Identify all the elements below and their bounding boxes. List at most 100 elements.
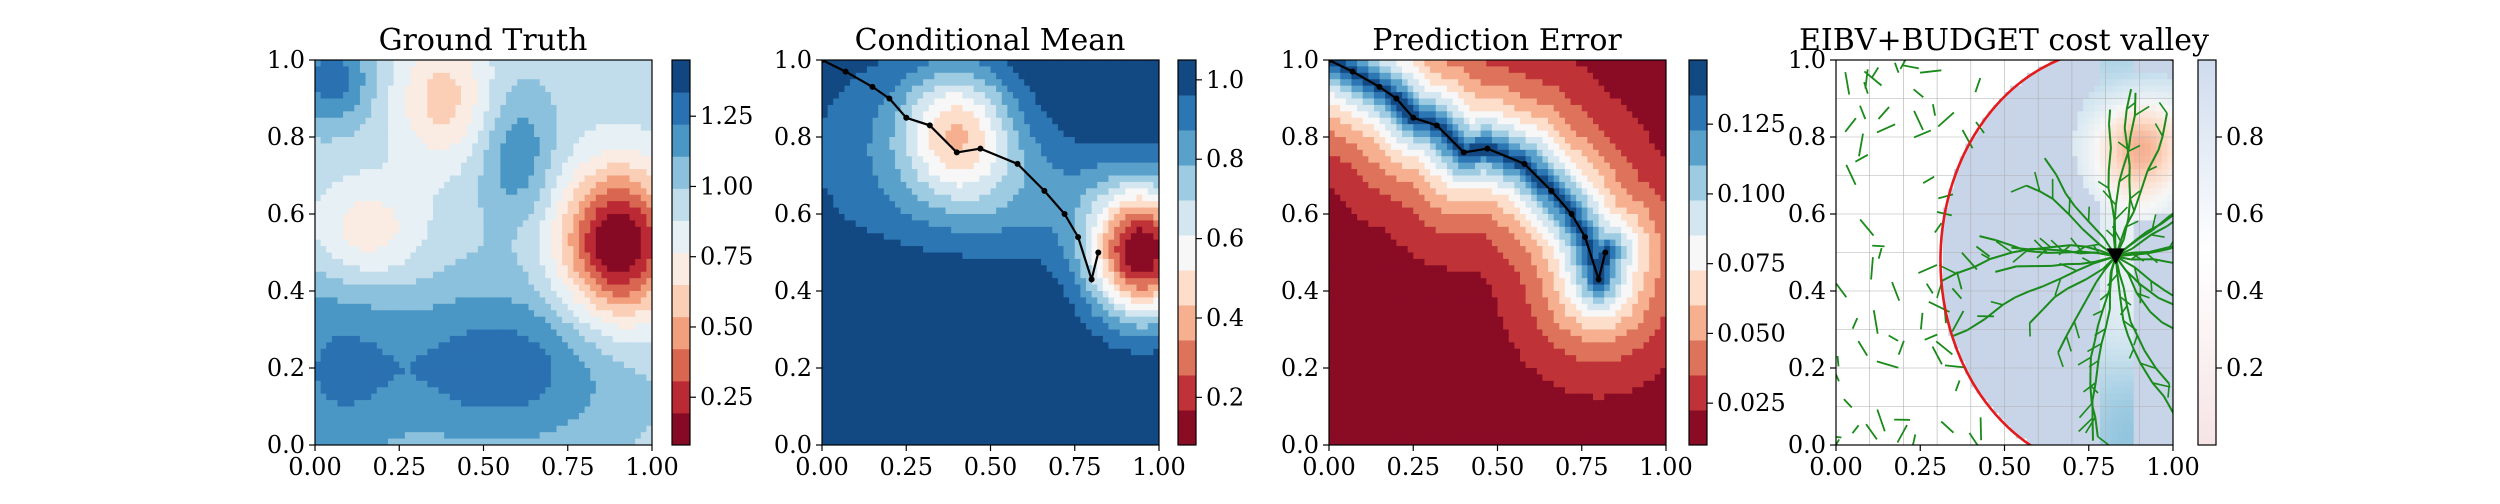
- heatmap-cell: [450, 419, 456, 426]
- heatmap-cell: [1131, 143, 1137, 150]
- heatmap-cell: [1041, 105, 1047, 112]
- heatmap-cell: [585, 310, 591, 317]
- heatmap-cell: [557, 272, 563, 279]
- y-tick-label: 1.0: [267, 46, 305, 74]
- heatmap-cell: [962, 66, 968, 73]
- heatmap-cell: [568, 227, 574, 234]
- heatmap-cell: [354, 407, 360, 414]
- heatmap-cell: [371, 131, 377, 138]
- heatmap-cell: [489, 349, 495, 356]
- heatmap-cell: [321, 227, 327, 234]
- heatmap-cell: [828, 118, 834, 125]
- heatmap-cell: [410, 131, 416, 138]
- heatmap-cell: [906, 176, 912, 183]
- heatmap-cell: [1125, 131, 1131, 138]
- heatmap-cell: [500, 285, 506, 292]
- heatmap-cell: [985, 182, 991, 189]
- heatmap-cell: [562, 362, 568, 369]
- heatmap-cell: [377, 150, 383, 157]
- heatmap-cell: [461, 387, 467, 394]
- heatmap-cell: [528, 163, 534, 170]
- heatmap-cell: [540, 323, 546, 330]
- heatmap-cell: [321, 349, 327, 356]
- heatmap-cell: [562, 137, 568, 144]
- heatmap-cell: [641, 317, 647, 324]
- heatmap-cell: [573, 317, 579, 324]
- heatmap-cell: [377, 291, 383, 298]
- heatmap-cell: [1047, 137, 1053, 144]
- heatmap-cell: [388, 156, 394, 163]
- heatmap-cell: [478, 278, 484, 285]
- heatmap-cell: [467, 195, 473, 202]
- heatmap-cell: [1064, 111, 1070, 118]
- heatmap-cell: [416, 400, 422, 407]
- heatmap-cell: [540, 105, 546, 112]
- y-tick-label: 0.2: [267, 354, 305, 382]
- heatmap-cell: [377, 92, 383, 99]
- heatmap-cell: [360, 195, 366, 202]
- heatmap-cell: [856, 118, 862, 125]
- heatmap-cell: [495, 86, 501, 93]
- heatmap-cell: [624, 220, 630, 227]
- heatmap-cell: [568, 349, 574, 356]
- heatmap-cell: [377, 355, 383, 362]
- heatmap-cell: [1041, 195, 1047, 202]
- heatmap-cell: [1086, 150, 1092, 157]
- heatmap-cell: [405, 150, 411, 157]
- heatmap-cell: [630, 227, 636, 234]
- heatmap-cell: [630, 73, 636, 80]
- heatmap-cell: [534, 362, 540, 369]
- heatmap-cell: [1064, 137, 1070, 144]
- heatmap-cell: [500, 374, 506, 381]
- heatmap-cell: [822, 188, 828, 195]
- heatmap-cell: [568, 407, 574, 414]
- heatmap-cell: [410, 111, 416, 118]
- heatmap-cell: [489, 86, 495, 93]
- heatmap-cell: [557, 400, 563, 407]
- heatmap-cell: [624, 394, 630, 401]
- heatmap-cell: [878, 195, 884, 202]
- heatmap-cell: [337, 349, 343, 356]
- heatmap-cell: [568, 297, 574, 304]
- heatmap-cell: [1080, 163, 1086, 170]
- heatmap-cell: [557, 169, 563, 176]
- heatmap-cell: [422, 143, 428, 150]
- heatmap-cell: [399, 432, 405, 439]
- heatmap-cell: [343, 220, 349, 227]
- heatmap-cell: [1080, 73, 1086, 80]
- heatmap-cell: [1125, 118, 1131, 125]
- heatmap-cell: [613, 188, 619, 195]
- heatmap-cell: [455, 201, 461, 208]
- colorbar-band: [672, 317, 690, 350]
- heatmap-cell: [422, 118, 428, 125]
- heatmap-cell: [517, 278, 523, 285]
- heatmap-cell: [472, 304, 478, 311]
- heatmap-cell: [1103, 60, 1109, 67]
- heatmap-cell: [878, 188, 884, 195]
- heatmap-cell: [461, 349, 467, 356]
- heatmap-cell: [534, 304, 540, 311]
- heatmap-cell: [1137, 79, 1143, 86]
- heatmap-cell: [534, 285, 540, 292]
- heatmap-cell: [1047, 176, 1053, 183]
- heatmap-cell: [388, 317, 394, 324]
- heatmap-cell: [822, 169, 828, 176]
- heatmap-cell: [512, 60, 518, 67]
- heatmap-cell: [399, 137, 405, 144]
- heatmap-cell: [416, 253, 422, 260]
- heatmap-cell: [506, 143, 512, 150]
- heatmap-cell: [489, 381, 495, 388]
- heatmap-cell: [472, 394, 478, 401]
- heatmap-cell: [607, 233, 613, 240]
- heatmap-cell: [906, 66, 912, 73]
- heatmap-cell: [349, 317, 355, 324]
- heatmap-cell: [439, 73, 445, 80]
- heatmap-cell: [1019, 182, 1025, 189]
- heatmap-cell: [360, 208, 366, 215]
- heatmap-cell: [833, 118, 839, 125]
- heatmap-cell: [455, 240, 461, 247]
- heatmap-cell: [590, 227, 596, 234]
- heatmap-cell: [427, 188, 433, 195]
- heatmap-cell: [585, 66, 591, 73]
- heatmap-cell: [371, 188, 377, 195]
